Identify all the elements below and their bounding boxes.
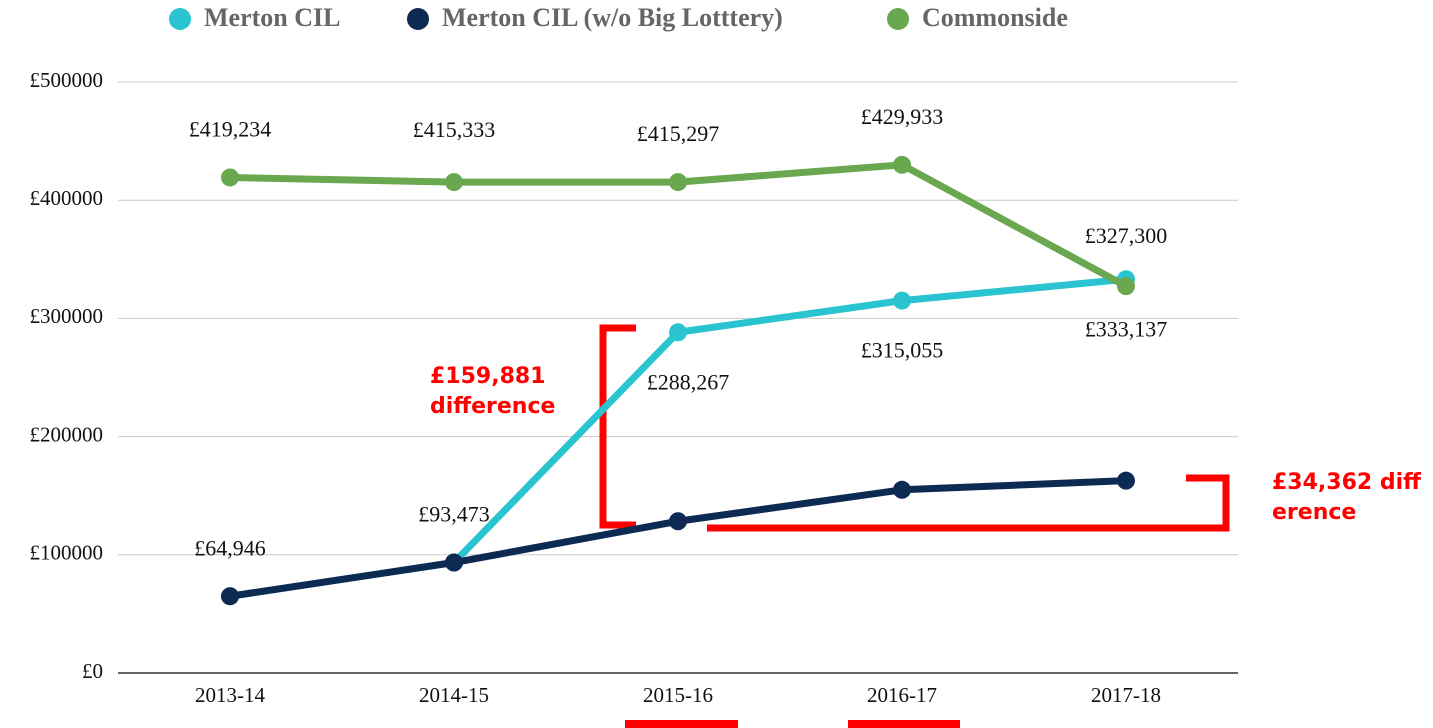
data-point xyxy=(1117,471,1135,490)
x-tick-label: 2016-17 xyxy=(867,683,937,707)
data-label: £429,933 xyxy=(861,104,944,129)
data-label: £315,055 xyxy=(861,338,944,363)
data-label: £333,137 xyxy=(1085,316,1168,341)
y-tick-label: £0 xyxy=(82,659,103,683)
legend-marker xyxy=(887,8,909,30)
data-point xyxy=(669,512,687,531)
bracket-left xyxy=(599,324,636,529)
data-point xyxy=(221,587,239,606)
legend-marker xyxy=(407,8,429,30)
y-tick-label: £400000 xyxy=(30,186,104,210)
bracket-right xyxy=(707,474,1230,532)
x-tick-label: 2014-15 xyxy=(419,683,489,707)
legend-label: Merton CIL (w/o Big Lotttery) xyxy=(442,3,783,32)
series-line xyxy=(229,477,1127,600)
data-point xyxy=(893,480,911,499)
y-tick-label: £500000 xyxy=(30,68,104,92)
data-point xyxy=(221,168,239,187)
data-label: £327,300 xyxy=(1085,223,1168,248)
red-bar xyxy=(848,720,960,728)
x-tick-label: 2015-16 xyxy=(643,683,713,707)
y-tick-label: £300000 xyxy=(30,304,104,328)
grid xyxy=(118,81,1238,674)
data-label: £415,297 xyxy=(637,121,720,146)
data-label: £415,333 xyxy=(413,117,496,142)
data-point xyxy=(445,553,463,572)
data-label: £288,267 xyxy=(647,369,730,394)
annotation: £34,362 difference xyxy=(1272,470,1421,525)
data-point xyxy=(669,173,687,192)
data-point xyxy=(445,173,463,192)
data-point xyxy=(893,155,911,174)
data-point xyxy=(893,291,911,310)
legend-label: Commonside xyxy=(922,3,1068,32)
legend-marker xyxy=(169,8,191,30)
legend-label: Merton CIL xyxy=(204,3,340,32)
annotation: £159,881 difference xyxy=(430,364,556,419)
data-label: £419,234 xyxy=(189,117,272,142)
red-bar xyxy=(625,720,738,728)
data-point xyxy=(1117,277,1135,296)
y-tick-label: £100000 xyxy=(30,541,104,565)
x-tick-label: 2017-18 xyxy=(1091,683,1161,707)
data-label: £93,473 xyxy=(418,502,490,527)
x-tick-label: 2013-14 xyxy=(195,683,265,707)
y-tick-label: £200000 xyxy=(30,422,104,446)
bracket xyxy=(599,324,1230,532)
data-point xyxy=(669,323,687,342)
data-label: £64,946 xyxy=(194,535,266,560)
